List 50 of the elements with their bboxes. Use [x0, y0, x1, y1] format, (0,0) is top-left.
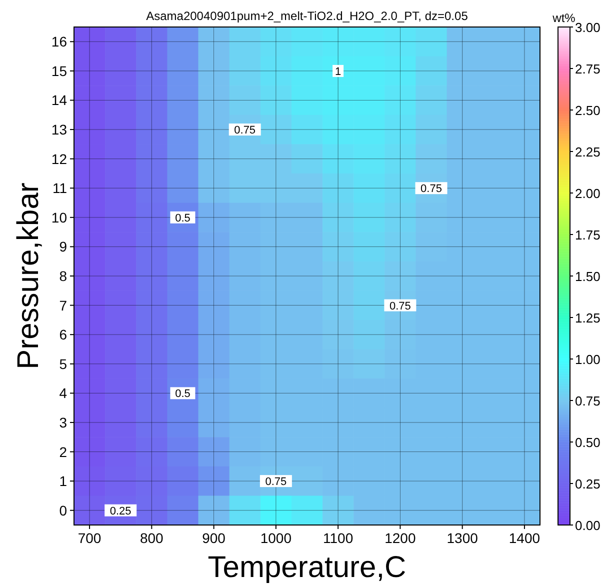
- annotation: 0.75: [420, 183, 442, 196]
- chart-title: Asama20040901pum+2_melt-TiO2.d_H2O_2.0_PT, dz=0.05: [146, 9, 468, 23]
- x-tick-label: 800: [140, 530, 164, 546]
- color-bar-label: 1.00: [575, 352, 600, 367]
- x-tick-label: 1200: [384, 530, 416, 546]
- y-tick-label: 3: [59, 414, 68, 430]
- y-tick-label: 1: [59, 473, 68, 490]
- color-bar-label: 1.50: [575, 269, 600, 284]
- color-bar-label: 2.50: [575, 103, 600, 118]
- annotation: 0.75: [234, 124, 256, 137]
- x-axis-title: Temperature,C: [208, 551, 406, 584]
- y-tick-label: 0: [59, 502, 68, 518]
- y-tick-label: 16: [51, 34, 68, 50]
- y-tick-label: 14: [51, 92, 68, 108]
- annotation: 0.25: [110, 505, 132, 518]
- y-tick-label: 13: [51, 122, 68, 138]
- color-bar-label: 0.75: [575, 394, 600, 408]
- y-tick-label: 12: [51, 150, 68, 167]
- y-tick-label: 10: [51, 209, 68, 226]
- color-bar-title: wt%: [552, 11, 576, 25]
- annotation: 0.75: [389, 300, 411, 312]
- x-tick-label: 900: [202, 530, 226, 546]
- annotation: 0.75: [265, 476, 287, 488]
- y-tick-label: 2: [59, 444, 68, 460]
- color-bar-label: 0.50: [575, 435, 600, 450]
- y-tick-label: 7: [59, 297, 68, 314]
- color-bar-label: 0.25: [575, 476, 600, 492]
- y-tick-label: 8: [59, 268, 68, 284]
- x-tick-label: 1400: [508, 530, 540, 546]
- annotation: 0.5: [175, 212, 190, 224]
- x-tick-label: 1100: [323, 530, 354, 546]
- y-tick-label: 4: [59, 385, 68, 402]
- x-tick-label: 1000: [260, 530, 292, 546]
- y-tick-label: 6: [59, 326, 68, 343]
- y-tick-label: 15: [51, 62, 68, 79]
- y-tick-label: 9: [59, 238, 68, 255]
- x-tick-label: 700: [78, 530, 102, 546]
- y-tick-label: 11: [52, 180, 68, 196]
- y-axis-title: Pressure,kbar: [12, 182, 45, 370]
- color-bar-label: 0.00: [575, 518, 600, 533]
- color-bar-label: 2.75: [575, 62, 600, 76]
- color-bar-label: 2.00: [575, 186, 600, 201]
- annotation: 1: [335, 66, 342, 78]
- color-bar-label: 3.00: [575, 20, 600, 35]
- color-bar-label: 1.75: [575, 228, 600, 242]
- annotation: 0.5: [175, 388, 190, 400]
- color-bar-label: 2.25: [575, 144, 600, 160]
- x-tick-label: 1300: [446, 530, 478, 546]
- color-bar-label: 1.25: [575, 310, 600, 326]
- y-tick-label: 5: [59, 356, 68, 372]
